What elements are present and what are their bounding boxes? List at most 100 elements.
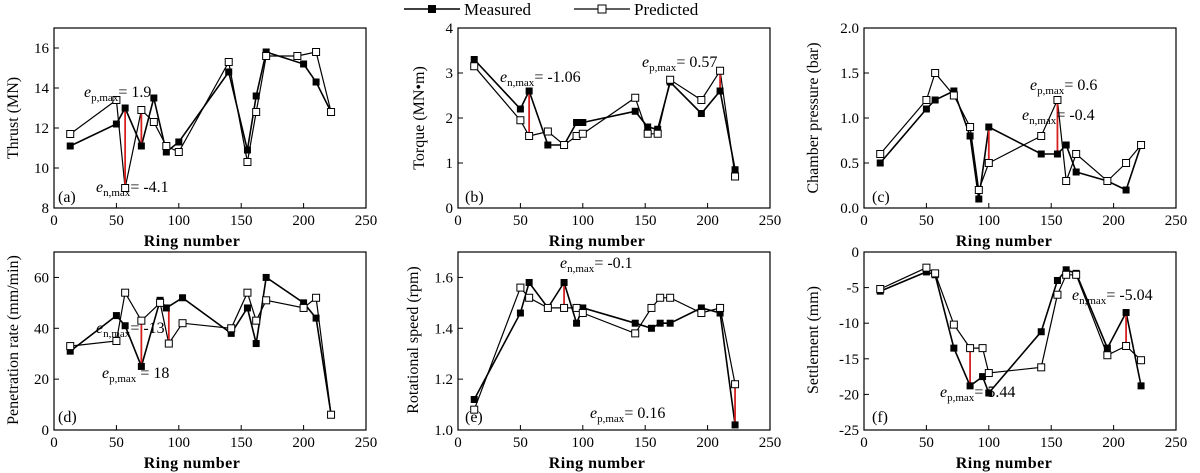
predicted-point (1103, 177, 1112, 185)
x-tick-label: 200 (292, 435, 315, 451)
measured-point (227, 329, 235, 337)
predicted-point (66, 130, 75, 138)
panel-e-plot: 0 50 100 150 200 250 1.0 1.2 1.4 1.6 (434, 251, 781, 451)
measured-point (312, 78, 320, 86)
measured-point (985, 389, 993, 397)
panel-b-plot: 0 50 100 150 200 250 0 1 2 3 4 (446, 21, 782, 229)
predicted-point (543, 127, 552, 136)
x-tick-label: 150 (230, 213, 253, 229)
panel-a-frame (53, 27, 367, 209)
measured-point (573, 119, 581, 126)
predicted-point (243, 158, 252, 166)
x-tick-label: 150 (1040, 213, 1063, 229)
measured-point (985, 123, 993, 131)
predicted-point (966, 123, 975, 131)
panel-d: 0 50 100 150 200 250 0 20 40 60 Penetration rate … (5, 251, 378, 472)
panel-f-anno-pmax: ep,max= 5.44 (940, 384, 1015, 404)
measured-point (121, 322, 129, 330)
x-tick-label: 150 (230, 435, 253, 451)
predicted-point (1062, 177, 1071, 185)
x-tick-label: 250 (355, 435, 378, 451)
panel-b-xlabel: Ring number (549, 233, 646, 250)
x-tick-label: 150 (634, 435, 657, 451)
predicted-point (697, 96, 706, 104)
predicted-line (69, 51, 332, 189)
panel-a-xlabel: Ring number (144, 233, 241, 250)
panel-a: 0 50 100 150 200 250 8 10 12 14 16 Thrust (MN) Rin… (5, 27, 378, 250)
predicted-point (1037, 132, 1046, 140)
x-tick-label: 250 (1165, 435, 1188, 451)
predicted-point (1137, 141, 1146, 149)
predicted-point (252, 108, 261, 116)
measured-line (879, 268, 1142, 395)
x-tick-label: 200 (292, 213, 315, 229)
measured-point (150, 94, 158, 102)
predicted-point (731, 172, 740, 181)
x-tick-label: 0 (50, 435, 58, 451)
legend-predicted-marker (597, 4, 607, 14)
panel-d-frame (53, 251, 367, 431)
predicted-point (149, 118, 158, 126)
y-tick-label: 0 (446, 201, 454, 217)
measured-point (1062, 141, 1070, 149)
predicted-point (112, 337, 121, 345)
measured-point (1122, 309, 1130, 317)
panel-a-label: (a) (58, 189, 76, 206)
measured-point (544, 141, 552, 149)
y-tick-label: 3 (446, 66, 454, 82)
x-tick-label: 50 (109, 435, 124, 451)
x-tick-label: 100 (572, 435, 595, 451)
measured-point (312, 314, 320, 322)
measured-point (560, 279, 568, 287)
predicted-point (525, 132, 534, 140)
measured-point (950, 87, 958, 95)
y-tick-label: -5 (847, 281, 860, 297)
predicted-point (156, 298, 165, 307)
predicted-point (656, 293, 665, 302)
y-tick-label: 1.5 (840, 66, 859, 82)
measured-point (137, 362, 145, 370)
measured-point (922, 105, 930, 113)
predicted-point (327, 410, 336, 419)
measured-line (69, 276, 332, 415)
predicted-point (174, 148, 183, 156)
measured-point (525, 87, 533, 95)
predicted-point (327, 108, 336, 116)
x-tick-label: 150 (1040, 435, 1063, 451)
y-tick-label: 0 (852, 245, 860, 261)
measured-point (666, 319, 674, 327)
x-tick-label: 200 (696, 435, 719, 451)
measured-point (66, 142, 74, 150)
predicted-point (731, 380, 740, 389)
measured-point (470, 395, 478, 403)
panel-e-anno-nmax: en,max= -0.1 (560, 255, 633, 275)
predicted-point (560, 303, 569, 312)
y-tick-label: -10 (839, 316, 859, 332)
predicted-point (931, 69, 940, 77)
y-tick-label: 1.4 (434, 321, 453, 337)
panel-f-plot: 0 50 100 150 200 250 -25 -20 -15 -10 -5 0 (839, 245, 1187, 451)
predicted-point (1103, 351, 1112, 360)
measured-point (1072, 168, 1080, 176)
panel-d-anno-pmax: ep,max = 18 (102, 365, 169, 385)
y-tick-label: 16 (34, 41, 50, 57)
x-tick-label: 250 (355, 213, 378, 229)
panel-b: 0 50 100 150 200 250 0 1 2 3 4 Torque (MN•m) Ring … (411, 21, 781, 250)
measured-point (1053, 150, 1061, 158)
predicted-point (178, 319, 187, 328)
predicted-point (1137, 356, 1146, 365)
measured-point (1037, 328, 1045, 336)
predicted-point (1037, 363, 1046, 372)
measured-point (121, 104, 129, 112)
predicted-point (697, 309, 706, 318)
measured-point (300, 299, 308, 307)
x-tick-label: 0 (454, 435, 462, 451)
predicted-line (879, 267, 1142, 374)
predicted-line (473, 286, 736, 410)
panel-a-anno-pmax: ep,max= 1.9 (84, 84, 151, 104)
y-tick-label: 0.5 (840, 156, 859, 172)
panel-c-anno-nmax: en,max= -0.4 (1022, 107, 1095, 127)
predicted-point (224, 58, 233, 66)
predicted-point (227, 324, 236, 333)
legend: Measured Predicted (404, 0, 699, 19)
